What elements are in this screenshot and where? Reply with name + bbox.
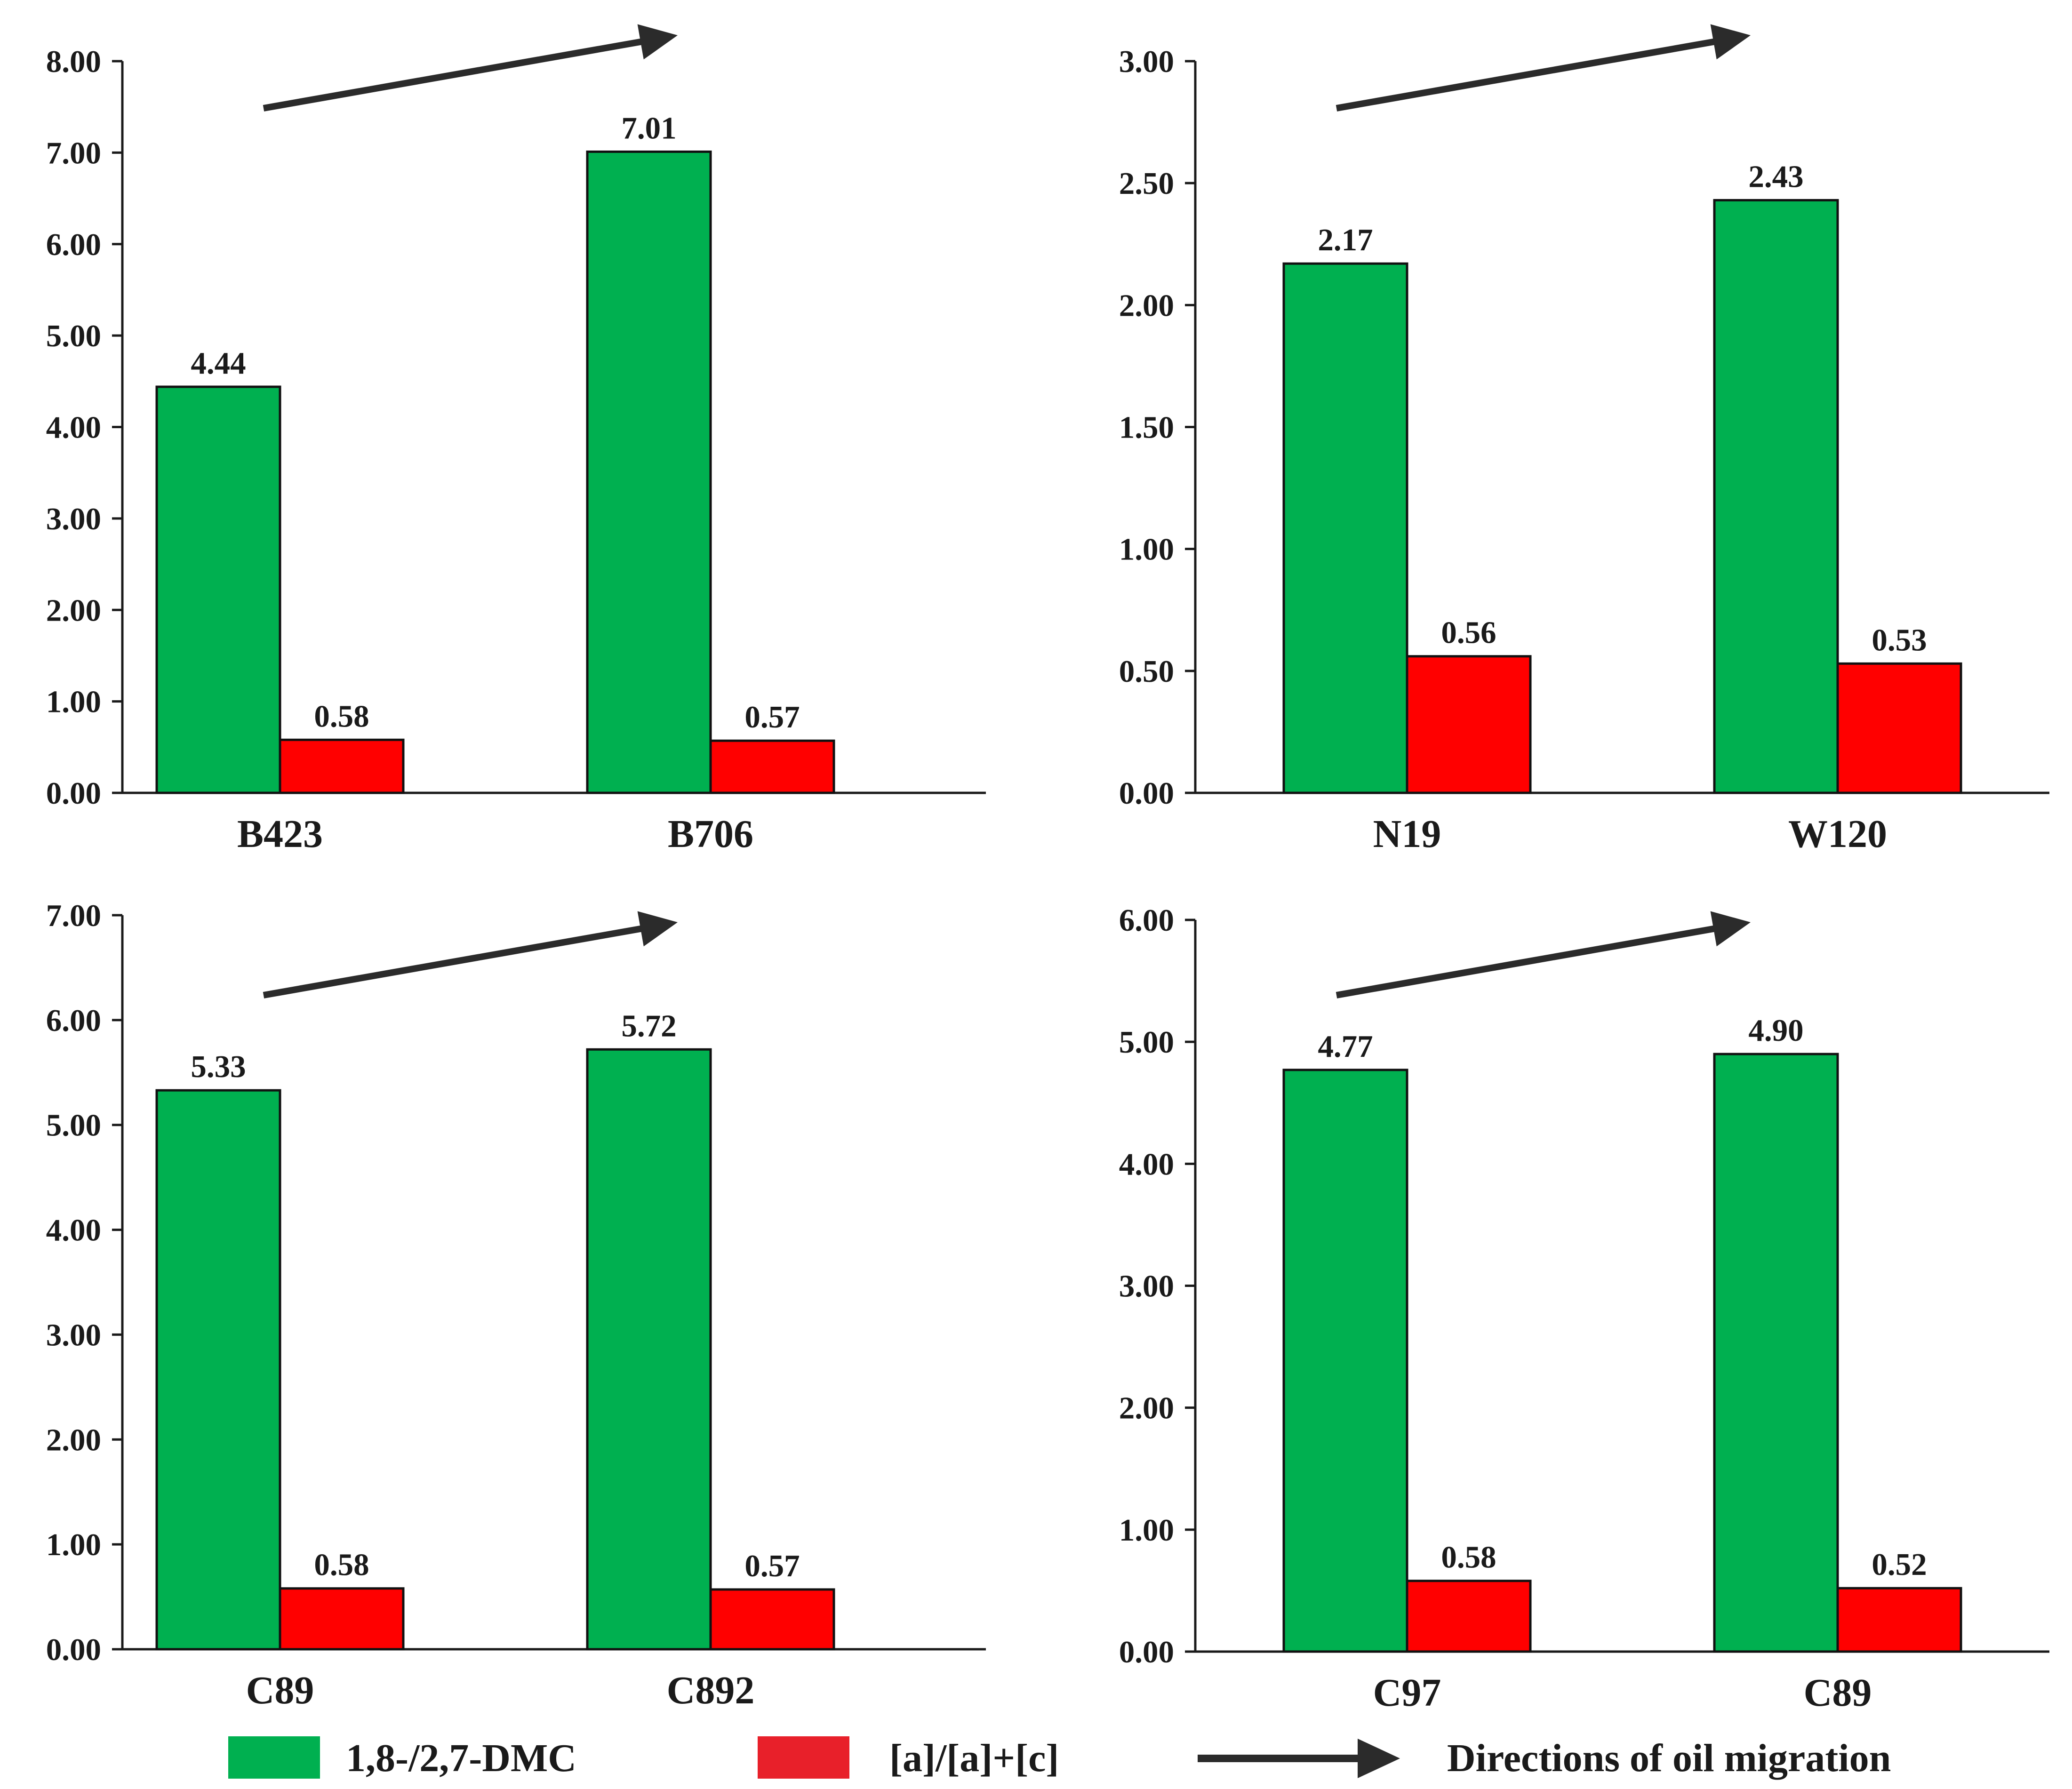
legend-label-arrow: Directions of oil migration bbox=[1447, 1736, 1891, 1780]
legend-arrow-icon bbox=[1198, 1739, 1400, 1778]
bar-ratio bbox=[1406, 1580, 1532, 1653]
y-tick-label: 2.00 bbox=[1119, 1391, 1174, 1426]
legend: 1,8-/2,7-DMC [a]/[a]+[c] Directions of o… bbox=[228, 1736, 1891, 1780]
data-label: 5.33 bbox=[191, 1049, 246, 1084]
arrow-shaft bbox=[1336, 38, 1717, 112]
arrow-head bbox=[637, 24, 678, 60]
bar-ratio bbox=[709, 1588, 835, 1651]
y-tick-label: 6.00 bbox=[46, 1003, 101, 1038]
y-tick-label: 3.00 bbox=[1119, 1269, 1174, 1304]
data-label: 0.58 bbox=[314, 1548, 369, 1582]
migration-arrow-icon bbox=[263, 24, 678, 112]
x-category-label: B423 bbox=[237, 812, 323, 856]
y-tick-label: 0.00 bbox=[1119, 776, 1174, 811]
data-label: 4.90 bbox=[1748, 1013, 1803, 1048]
x-category-label: N19 bbox=[1373, 812, 1441, 856]
chart-panel-4: 0.00 1.00 2.00 3.00 4.00 5.00 6.00 4.77 0.58 C97 4… bbox=[1119, 903, 2049, 1715]
chart-panel-2: 0.00 0.50 1.00 1.50 2.00 2.50 3.00 2.17 0.56 N19 2… bbox=[1119, 24, 2049, 856]
y-tick-label: 0.00 bbox=[46, 1632, 101, 1667]
y-tick-label: 6.00 bbox=[46, 227, 101, 262]
legend-swatch-dmc bbox=[228, 1736, 320, 1779]
bar-ratio bbox=[279, 1587, 405, 1651]
migration-arrow-icon bbox=[263, 911, 678, 998]
arrow-head bbox=[1710, 24, 1751, 60]
x-category-label: C89 bbox=[1804, 1671, 1872, 1715]
x-category-label: C892 bbox=[667, 1669, 755, 1712]
legend-label-ratio: [a]/[a]+[c] bbox=[889, 1736, 1059, 1780]
migration-arrow-icon bbox=[1336, 911, 1751, 998]
y-tick-label: 1.00 bbox=[46, 685, 101, 719]
arrow-shaft bbox=[263, 38, 644, 112]
bar-dmc bbox=[1282, 1069, 1408, 1653]
charts-container: 0.00 1.00 2.00 3.00 4.00 5.00 6.00 7.00 8.00 4.44… bbox=[46, 24, 2049, 1715]
bar-ratio bbox=[1836, 1587, 1962, 1653]
chart-panel-1: 0.00 1.00 2.00 3.00 4.00 5.00 6.00 7.00 8.00 4.44… bbox=[46, 24, 986, 856]
y-tick-label: 0.00 bbox=[1119, 1635, 1174, 1669]
y-tick-label: 2.00 bbox=[46, 1422, 101, 1457]
y-tick-label: 0.00 bbox=[46, 776, 101, 811]
arrow-shaft bbox=[1336, 925, 1717, 998]
bar-dmc bbox=[155, 385, 281, 794]
data-label: 4.44 bbox=[191, 346, 246, 381]
y-tick-label: 1.50 bbox=[1119, 410, 1174, 445]
bar-dmc bbox=[586, 1048, 712, 1651]
arrow-shaft bbox=[263, 925, 644, 998]
legend-label-dmc: 1,8-/2,7-DMC bbox=[346, 1736, 576, 1780]
data-label: 0.58 bbox=[314, 699, 369, 734]
y-tick-label: 5.00 bbox=[1119, 1025, 1174, 1060]
arrow-head bbox=[637, 911, 678, 947]
data-label: 0.57 bbox=[744, 700, 800, 735]
y-tick-label: 2.00 bbox=[1119, 288, 1174, 323]
arrow-head bbox=[1710, 911, 1751, 947]
x-category-label: C97 bbox=[1373, 1671, 1441, 1715]
y-tick-label: 2.50 bbox=[1119, 166, 1174, 201]
y-tick-label: 1.00 bbox=[46, 1527, 101, 1562]
y-tick-label: 7.00 bbox=[46, 136, 101, 170]
data-label: 0.57 bbox=[744, 1549, 800, 1583]
bar-dmc bbox=[586, 150, 712, 794]
data-label: 0.56 bbox=[1441, 615, 1496, 650]
bar-ratio bbox=[279, 738, 405, 794]
x-category-label: W120 bbox=[1788, 812, 1887, 856]
data-label: 0.58 bbox=[1441, 1540, 1496, 1575]
y-tick-label: 2.00 bbox=[46, 593, 101, 628]
y-tick-label: 4.00 bbox=[1119, 1147, 1174, 1182]
migration-arrow-icon bbox=[1336, 24, 1751, 112]
y-tick-label: 1.00 bbox=[1119, 532, 1174, 567]
y-tick-label: 8.00 bbox=[46, 44, 101, 79]
y-tick-label: 6.00 bbox=[1119, 903, 1174, 938]
data-label: 0.53 bbox=[1872, 623, 1927, 657]
bar-dmc bbox=[1282, 262, 1408, 794]
bar-dmc bbox=[1713, 1053, 1839, 1653]
y-tick-label: 4.00 bbox=[46, 1213, 101, 1248]
data-label: 4.77 bbox=[1318, 1029, 1373, 1064]
y-tick-label: 5.00 bbox=[46, 1108, 101, 1143]
y-tick-label: 3.00 bbox=[46, 502, 101, 536]
bar-ratio bbox=[1406, 655, 1532, 794]
legend-swatch-ratio bbox=[758, 1736, 849, 1779]
y-tick-label: 3.00 bbox=[1119, 44, 1174, 79]
bar-dmc bbox=[155, 1089, 281, 1651]
bar-ratio bbox=[709, 739, 835, 794]
bar-dmc bbox=[1713, 199, 1839, 794]
y-tick-label: 3.00 bbox=[46, 1318, 101, 1352]
bar-ratio bbox=[1836, 662, 1962, 794]
data-label: 5.72 bbox=[621, 1008, 676, 1043]
y-tick-label: 5.00 bbox=[46, 319, 101, 353]
data-label: 2.17 bbox=[1318, 223, 1373, 257]
y-tick-label: 0.50 bbox=[1119, 654, 1174, 689]
y-tick-label: 4.00 bbox=[46, 410, 101, 445]
y-tick-label: 1.00 bbox=[1119, 1513, 1174, 1548]
y-tick-label: 7.00 bbox=[46, 898, 101, 933]
data-label: 2.43 bbox=[1748, 159, 1803, 194]
x-category-label: C89 bbox=[246, 1669, 314, 1712]
chart-panel-3: 0.00 1.00 2.00 3.00 4.00 5.00 6.00 7.00 5.33 0.58… bbox=[46, 898, 986, 1712]
data-label: 0.52 bbox=[1872, 1547, 1927, 1582]
data-label: 7.01 bbox=[621, 111, 676, 145]
x-category-label: B706 bbox=[668, 812, 753, 856]
